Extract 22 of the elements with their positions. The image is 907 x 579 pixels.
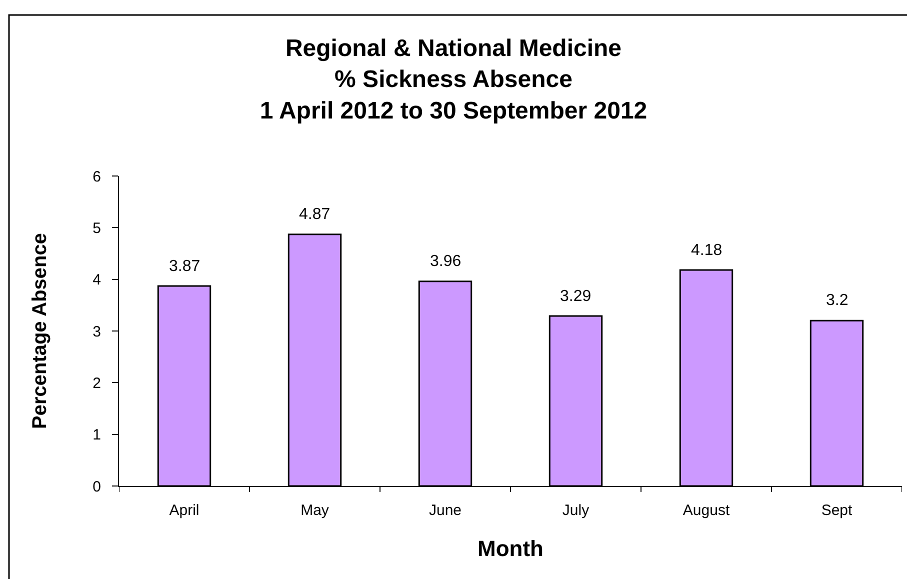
y-tick-label: 3	[92, 323, 101, 340]
x-axis-title: Month	[478, 536, 544, 561]
y-tick-label: 2	[92, 374, 101, 392]
chart-title: Regional & National Medicine % Sickness Absence 1 April 2012 to 30 September 2012	[260, 35, 648, 124]
y-tick-label: 4	[92, 272, 101, 289]
x-tick-label: August	[682, 502, 730, 519]
x-tick-label: July	[562, 502, 590, 519]
data-label: 3.29	[560, 288, 592, 305]
data-label: 3.87	[169, 258, 200, 275]
data-label: 4.87	[299, 206, 330, 223]
data-label: 3.96	[430, 253, 462, 270]
y-tick-label: 6	[92, 168, 101, 186]
y-tick-label: 0	[92, 478, 101, 496]
y-tick-label: 1	[92, 426, 101, 444]
data-label: 4.18	[691, 242, 722, 259]
y-tick-label: 5	[92, 220, 101, 237]
data-label: 3.2	[826, 292, 848, 309]
x-tick-label: Sept	[821, 502, 854, 519]
x-tick-label: June	[428, 502, 462, 519]
y-axis-title: Percentage Absence	[29, 232, 52, 430]
x-tick-label: April	[169, 502, 200, 519]
x-tick-label: May	[300, 502, 330, 519]
